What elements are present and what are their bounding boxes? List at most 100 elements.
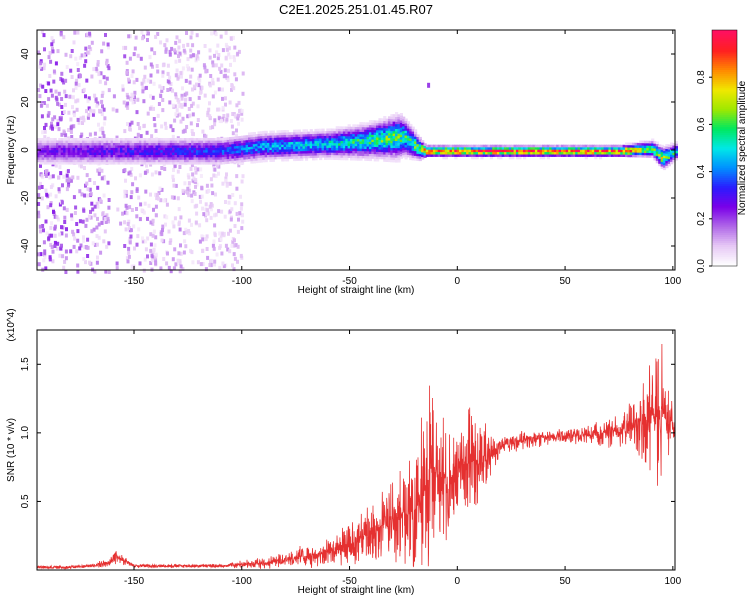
spectrogram-cell (601, 147, 605, 150)
spectrogram-cell (632, 145, 636, 148)
spectrogram-cell (139, 202, 143, 207)
spectrogram-cell (144, 85, 148, 90)
colorbar-cell (712, 199, 737, 202)
spectrogram-cell (63, 150, 67, 153)
spectrogram-cell (126, 122, 129, 126)
spectrogram-cell (53, 115, 57, 120)
spectrogram-cell (508, 149, 512, 153)
spectrogram-cell (667, 144, 671, 148)
spectrogram-cell (54, 61, 58, 66)
spectrogram-cell (601, 144, 605, 148)
spectrogram-cell (416, 146, 420, 149)
spectrogram-cell (95, 242, 99, 247)
spectrogram-cell (184, 159, 188, 163)
spectrogram-cell (648, 150, 652, 153)
spectrogram-cell (51, 39, 55, 44)
spectrogram-cell (665, 146, 669, 149)
spectrogram-cell (345, 138, 349, 142)
spectrogram-cell (59, 76, 63, 81)
spectrogram-cell (387, 121, 392, 124)
spectrogram-cell (357, 136, 361, 140)
spectrogram-cell (409, 152, 413, 156)
spectrogram-cell (47, 81, 51, 86)
spectrogram-cell (368, 134, 373, 138)
spectrogram-cell (186, 159, 190, 163)
spectrogram-cell (67, 128, 71, 132)
spectrogram-cell (271, 154, 275, 158)
spectrogram-cell (594, 147, 598, 150)
spectrogram-cell (125, 205, 129, 210)
spectrogram-cell (499, 151, 503, 155)
spectrogram-cell (670, 161, 674, 165)
spectrogram-cell (319, 143, 323, 146)
spectrogram-cell (82, 87, 86, 92)
spectrogram-cell (617, 144, 622, 148)
spectrogram-cell (380, 123, 384, 126)
colorbar-cell (712, 244, 737, 247)
spectrogram-cell (219, 34, 223, 39)
spectrogram-cell (171, 128, 175, 133)
spectrogram-cell (93, 154, 98, 158)
spectrogram-cell (378, 127, 382, 131)
spectrogram-cell (217, 154, 221, 158)
spectrogram-cell (404, 132, 408, 136)
spectrogram-cell (399, 132, 403, 135)
spectrogram-cell (190, 30, 194, 35)
spectrogram-cell (209, 177, 213, 182)
spectrogram-cell (195, 159, 200, 163)
spectrogram-cell (51, 117, 55, 122)
spectrogram-cell (108, 147, 112, 151)
spectrogram-cell (646, 145, 650, 149)
spectrogram-cell (267, 142, 271, 146)
spectrogram-cell (203, 159, 207, 163)
spectrogram-cell (133, 95, 136, 100)
spectrogram-cell (364, 124, 368, 128)
spectrogram-cell (115, 157, 119, 160)
spectrogram-cell (390, 128, 394, 132)
spectrogram-cell (130, 190, 134, 195)
spectrogram-cell (72, 113, 76, 118)
spectrogram-cell (250, 156, 254, 159)
spectrogram-cell (91, 162, 95, 165)
spectrogram-cell (613, 147, 617, 150)
spectrogram-cell (72, 244, 76, 249)
spectrogram-cell (335, 152, 339, 156)
spectrogram-cell (269, 149, 273, 153)
spectrogram-cell (309, 129, 313, 132)
spectrogram-cell (93, 269, 97, 274)
spectrogram-cell (406, 142, 411, 146)
spectrogram-cell (608, 144, 612, 148)
spectrogram-cell (644, 147, 648, 151)
spectrogram-cell (212, 162, 216, 165)
spectrogram-cell (70, 147, 74, 151)
spectrogram-cell (153, 154, 157, 158)
spectrogram-cell (181, 152, 185, 155)
spectrogram-cell (39, 138, 43, 141)
spectrogram-cell (191, 154, 195, 158)
spectrogram-cell (380, 125, 384, 129)
spectrogram-cell (96, 101, 100, 106)
spectrogram-cell (181, 145, 185, 148)
spectrogram-cell (48, 157, 53, 160)
spectrogram-cell (208, 83, 212, 88)
spectrogram-cell (473, 144, 477, 148)
spectrogram-cell (553, 147, 558, 150)
spectrogram-cell (126, 95, 130, 100)
spectrogram-cell (392, 126, 396, 129)
spectrogram-cell (124, 138, 128, 141)
spectrogram-cell (141, 159, 145, 163)
spectrogram-cell (304, 141, 309, 144)
spectrogram-cell (520, 149, 524, 153)
spectrogram-cell (51, 147, 55, 151)
spectrogram-cell (143, 162, 147, 165)
spectrogram-cell (660, 164, 664, 167)
spectrogram-cell (331, 133, 335, 136)
spectrogram-cell (77, 159, 81, 163)
spectrogram-cell (416, 151, 420, 154)
spectrogram-cell (44, 266, 48, 271)
spectrogram-cell (186, 150, 190, 153)
spectrogram-cell (399, 127, 403, 130)
colorbar-cell (712, 45, 737, 49)
spectrogram-cell (288, 149, 292, 152)
colorbar-cell (712, 83, 737, 86)
